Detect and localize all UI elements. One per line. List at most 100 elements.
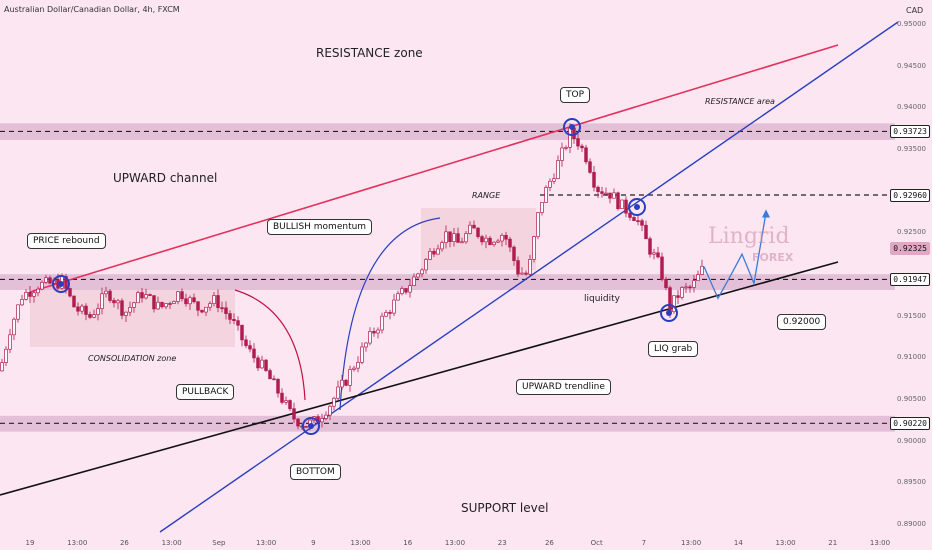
candle-body: [392, 299, 396, 314]
candle-body: [528, 259, 532, 275]
candle: [524, 270, 528, 276]
candle: [388, 309, 392, 320]
candle-body: [416, 273, 420, 278]
candle-body: [620, 199, 624, 209]
projection-arrowhead: [762, 209, 770, 218]
price-label: 0.91947: [890, 273, 930, 287]
candle-body: [144, 294, 148, 299]
candle-body: [484, 237, 488, 243]
candle: [292, 402, 296, 423]
candle: [540, 202, 544, 216]
candle: [628, 211, 632, 221]
candle: [460, 237, 464, 244]
candle-body: [336, 386, 340, 399]
x-tick-label: 26: [119, 539, 129, 547]
candle-body: [492, 241, 496, 245]
candle-body: [608, 192, 612, 199]
candle: [260, 355, 264, 369]
candle-body: [624, 199, 628, 214]
candle: [136, 290, 140, 304]
resistance-zone-label: RESISTANCE zone: [316, 46, 423, 60]
x-tick-label: 16: [403, 539, 413, 547]
candle: [200, 309, 204, 314]
candle-body: [320, 418, 324, 423]
bullish-momentum-label: BULLISH momentum: [267, 219, 373, 235]
zone-band-1: [0, 274, 895, 290]
candle-body: [480, 236, 484, 243]
candle-body: [244, 339, 248, 346]
candle-body: [612, 192, 616, 199]
candle: [28, 286, 32, 303]
candle: [556, 155, 560, 180]
candle-body: [4, 348, 8, 363]
candle: [648, 236, 652, 258]
candle-body: [264, 359, 268, 371]
candle-body: [192, 297, 196, 303]
candle-body: [396, 293, 400, 301]
candle: [104, 286, 108, 298]
candle: [4, 346, 8, 367]
candle: [36, 286, 40, 297]
watermark-brand: Lingrid: [708, 224, 790, 249]
candle-body: [40, 281, 44, 290]
x-tick-label: 13:00: [775, 539, 796, 547]
x-tick-label: 21: [828, 539, 838, 547]
candle: [544, 185, 548, 203]
candle-body: [248, 345, 252, 350]
candle-body: [636, 220, 640, 223]
candle: [396, 290, 400, 301]
candle: [412, 273, 416, 287]
candle-body: [280, 392, 284, 403]
candle: [600, 186, 604, 198]
candle: [220, 301, 224, 313]
candle: [552, 173, 556, 185]
x-tick-label: 7: [641, 539, 647, 547]
candle: [664, 277, 668, 291]
y-tick-label: 0.90000: [897, 436, 926, 445]
x-tick-label: 13:00: [67, 539, 88, 547]
candle: [280, 388, 284, 405]
candle: [176, 291, 180, 305]
range-box: [421, 208, 536, 270]
upward-trendline: [159, 21, 899, 533]
candle: [464, 231, 468, 244]
candle: [468, 221, 472, 235]
candle: [588, 158, 592, 174]
candle-body: [520, 272, 524, 275]
candle: [604, 187, 608, 195]
key-point-circle-3: [628, 198, 646, 216]
candle-body: [464, 233, 468, 243]
x-tick-label: 13:00: [350, 539, 371, 547]
candle: [536, 212, 540, 240]
candle-body: [596, 186, 600, 193]
key-point-circle-0: [52, 275, 70, 293]
candle-body: [44, 277, 48, 283]
candle-body: [112, 300, 116, 304]
candle: [248, 340, 252, 353]
candle-body: [380, 315, 384, 331]
candle: [8, 328, 12, 354]
consolidation-zone-label: CONSOLIDATION zone: [88, 354, 177, 363]
candle-body: [268, 370, 272, 380]
y-tick-label: 0.94500: [897, 61, 926, 70]
resistance-area-label: RESISTANCE area: [705, 97, 775, 106]
candle-body: [452, 233, 456, 242]
candle-body: [644, 224, 648, 240]
key-point-dot-1: [308, 423, 314, 429]
candle: [420, 268, 424, 278]
candle-body: [476, 227, 480, 237]
candle-body: [432, 250, 436, 255]
candle: [192, 293, 196, 304]
candle: [424, 258, 428, 274]
candle-body: [304, 426, 308, 428]
candle: [124, 311, 128, 323]
candle: [700, 259, 704, 276]
candle-body: [272, 378, 276, 381]
candle: [164, 303, 168, 310]
candle: [236, 316, 240, 331]
candle-body: [184, 298, 188, 305]
candle-body: [164, 303, 168, 308]
candle-body: [428, 250, 432, 260]
candle: [288, 399, 292, 411]
